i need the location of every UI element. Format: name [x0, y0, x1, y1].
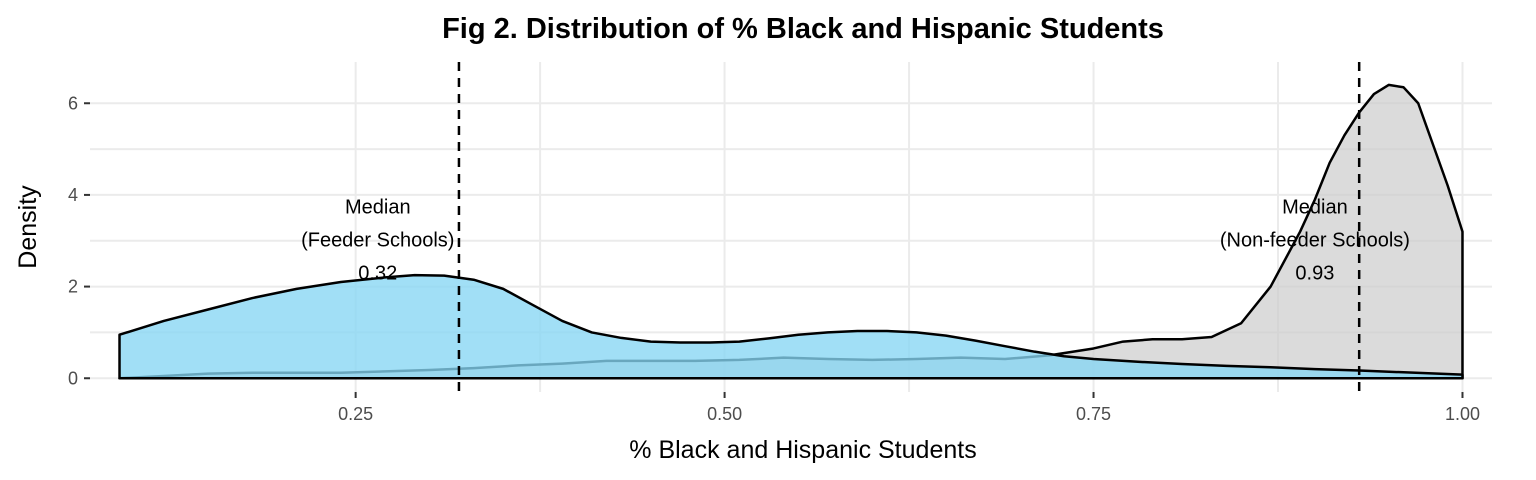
y-axis-title: Density [14, 185, 42, 269]
median-annotation-text: 0.32 [358, 262, 397, 284]
median-annotation-text: (Feeder Schools) [301, 229, 454, 251]
x-axis-title: % Black and Hispanic Students [629, 436, 976, 464]
median-annotation-text: Median [345, 196, 411, 218]
x-tick-label: 0.25 [338, 404, 373, 424]
chart-title: Fig 2. Distribution of % Black and Hispa… [442, 13, 1164, 45]
y-tick-label: 4 [68, 185, 78, 205]
y-tick-label: 0 [68, 368, 78, 388]
x-tick-label: 0.50 [707, 404, 742, 424]
y-tick-label: 6 [68, 93, 78, 113]
grid-lines [90, 62, 1492, 392]
median-annotation-text: Median [1282, 196, 1348, 218]
y-tick-label: 2 [68, 277, 78, 297]
density-area-2 [118, 273, 1464, 380]
x-tick-label: 0.75 [1076, 404, 1111, 424]
median-lines [457, 62, 1361, 392]
x-tick-label: 1.00 [1445, 404, 1480, 424]
density-areas [118, 83, 1464, 380]
median-annotation-text: 0.93 [1295, 262, 1334, 284]
median-annotations: Median (Feeder Schools) 0.32 Median (Non-fee… [301, 196, 1410, 284]
axes: 0.25 0.50 0.75 1.00 0 2 4 6 [68, 93, 1480, 424]
median-annotation-text: (Non-feeder Schools) [1220, 229, 1410, 251]
